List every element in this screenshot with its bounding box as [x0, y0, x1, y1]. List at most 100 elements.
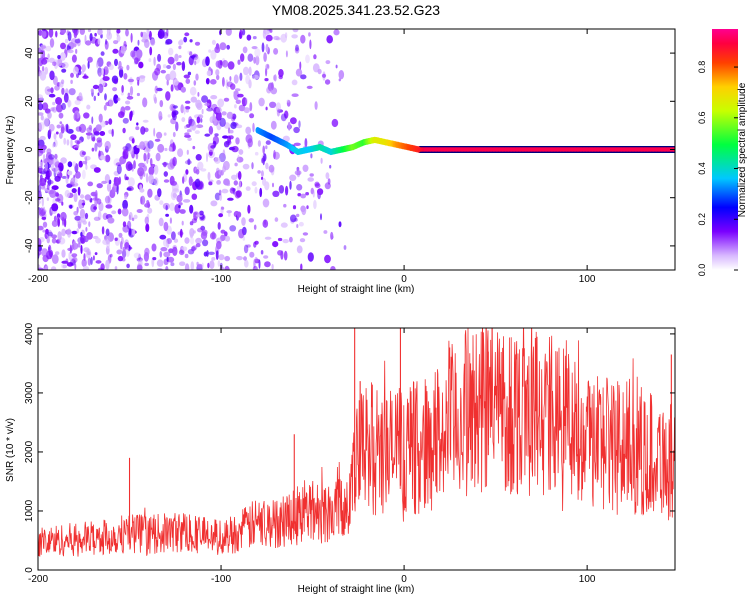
spectrogram-cell	[86, 232, 93, 240]
spectrogram-cell	[61, 228, 66, 237]
spectrogram-cell	[164, 147, 168, 152]
spectrogram-cell	[132, 110, 135, 116]
spectrogram-cell	[233, 180, 238, 186]
spectrogram-cell	[206, 70, 212, 77]
spectrogram-cell	[243, 107, 250, 114]
spectrogram-cell	[201, 108, 204, 115]
spectrogram-cell	[77, 186, 81, 196]
spectrogram-cell	[41, 29, 49, 39]
spectrogram-cell	[98, 150, 101, 157]
spectrogram-cell	[81, 258, 87, 268]
spectrogram-cell	[194, 178, 201, 188]
spectrogram-cell	[179, 209, 186, 214]
spectrogram-cell	[184, 106, 191, 110]
spectrogram-cell	[130, 32, 133, 43]
spectrogram-cell	[102, 76, 110, 82]
spectrogram-cell	[236, 185, 240, 191]
spectrogram-cell	[186, 149, 189, 155]
spectrogram-cell	[140, 196, 143, 205]
spectrogram-cell	[120, 45, 127, 54]
spectrogram-cell	[298, 221, 304, 227]
spectrogram-cell	[105, 236, 111, 245]
spectrogram-cell	[195, 237, 203, 244]
spectrogram-cell	[323, 230, 328, 234]
spectrogram-cell	[171, 231, 176, 241]
spectrogram-cell	[39, 71, 47, 81]
spectrogram-cell	[217, 98, 225, 108]
spectrogram-cell	[98, 72, 102, 77]
spectrogram-cell	[107, 217, 115, 224]
spectrogram-cell	[103, 156, 107, 161]
spectrogram-cell	[216, 167, 220, 174]
spectrogram-cell	[105, 39, 108, 45]
spectrogram-cell	[208, 251, 215, 255]
spectrogram-cell	[152, 257, 157, 261]
spectrogram-cell	[170, 262, 175, 267]
spectrogram-cell	[62, 264, 67, 269]
spectrogram-cell	[184, 132, 190, 136]
spectrogram-cell	[39, 177, 46, 187]
spectrogram-cell	[338, 78, 341, 82]
spectrogram-cell	[61, 79, 65, 85]
spectrogram-cell	[189, 231, 194, 239]
spectrogram-cell	[237, 155, 240, 163]
spectrogram-cell	[94, 142, 98, 152]
spectrogram-cell	[44, 176, 47, 183]
spectrogram-cell	[163, 171, 168, 177]
spectrogram-cell	[116, 184, 119, 195]
spectrogram-cell	[83, 247, 90, 253]
spectrogram-cell	[196, 116, 201, 124]
spectrogram-cell	[235, 137, 240, 145]
spectrogram-cell	[170, 84, 174, 92]
spectrogram-cell	[108, 118, 113, 125]
snr-series	[38, 328, 675, 557]
spectrogram-cell	[236, 124, 243, 129]
spectrogram-cell	[207, 262, 210, 269]
spectrogram-cell	[333, 29, 340, 36]
spectrogram-cell	[249, 102, 253, 112]
spectrogram-cell	[150, 38, 156, 46]
spectrogram-cell	[38, 207, 45, 217]
spectrogram-cell	[343, 245, 347, 250]
x-tick-label: 0	[401, 274, 407, 285]
spectrogram-cell	[113, 40, 119, 45]
spectrogram-cell	[163, 239, 168, 247]
spectrogram-cell	[248, 218, 254, 223]
spectrogram-cell	[296, 245, 303, 254]
spectrogram-cell	[313, 54, 317, 60]
spectrogram-cell	[225, 79, 229, 89]
spectrogram-cell	[300, 74, 307, 80]
spectrogram-cell	[87, 251, 91, 256]
snr-line	[38, 328, 675, 557]
spectrogram-cell	[264, 236, 272, 240]
spectrogram-cell	[67, 170, 73, 176]
spectrogram-cell	[219, 193, 223, 201]
spectrogram-cell	[97, 57, 104, 67]
spectrogram-cell	[154, 177, 159, 186]
spectrogram-cell	[61, 87, 65, 95]
spectrogram-cell	[292, 29, 299, 33]
spectrogram-cell	[180, 86, 186, 93]
spectrogram-cell	[52, 61, 57, 67]
spectrogram-cell	[41, 248, 49, 257]
spectrogram-cell	[75, 48, 78, 54]
spectrogram-cell	[310, 153, 313, 159]
spectrogram-cell	[226, 44, 230, 50]
spectrogram-cell	[244, 259, 249, 268]
spectrogram-cell	[189, 39, 193, 43]
spectrogram-cell	[227, 212, 231, 217]
y-tick-label: 3000	[24, 381, 35, 404]
spectrogram-cell	[200, 225, 206, 231]
spectrogram-cell	[234, 88, 241, 92]
spectrogram-cell	[50, 266, 57, 270]
spectrogram-cell	[131, 217, 135, 222]
spectrogram-cell	[71, 253, 78, 258]
spectrogram-cell	[233, 90, 239, 95]
spectrogram-cell	[129, 86, 134, 96]
spectrogram-cell	[87, 29, 92, 33]
spectrogram-cell	[87, 61, 90, 69]
y-tick-label: 2000	[24, 440, 35, 463]
spectrogram-cell	[275, 102, 281, 113]
spectrogram-cell	[45, 228, 49, 235]
spectrogram-cell	[184, 100, 191, 104]
